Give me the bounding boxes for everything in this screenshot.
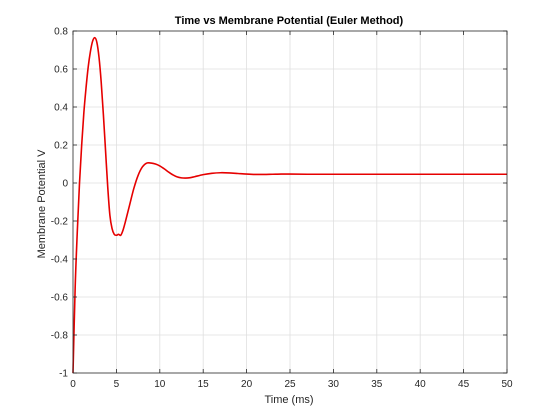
y-tick-label: -0.2 bbox=[51, 217, 69, 228]
y-tick-label: 0.4 bbox=[54, 103, 68, 114]
x-tick-label: 0 bbox=[70, 379, 76, 390]
x-tick-label: 40 bbox=[415, 379, 427, 390]
x-tick-label: 10 bbox=[154, 379, 166, 390]
plot-area: 0 5 10 15 20 25 30 35 40 45 50 -1 -0.8 -0.6 -0.4 -0.2 0 0… bbox=[51, 27, 513, 391]
chart-title: Time vs Membrane Potential (Euler Method… bbox=[175, 15, 404, 27]
x-tick-label: 15 bbox=[198, 379, 210, 390]
x-axis-label: Time (ms) bbox=[264, 394, 313, 406]
x-tick-label: 5 bbox=[114, 379, 120, 390]
y-tick-label: 0.8 bbox=[54, 27, 68, 38]
y-axis-label: Membrane Potential V bbox=[36, 149, 48, 258]
ticks: 0 5 10 15 20 25 30 35 40 45 50 -1 -0.8 -0.6 -0.4 -0.2 0 0… bbox=[51, 27, 513, 391]
x-tick-label: 25 bbox=[284, 379, 296, 390]
y-tick-label: 0 bbox=[62, 179, 68, 190]
x-tick-label: 50 bbox=[501, 379, 513, 390]
x-tick-label: 35 bbox=[371, 379, 383, 390]
y-tick-label: -1 bbox=[59, 369, 68, 380]
y-tick-label: 0.6 bbox=[54, 65, 68, 76]
x-tick-label: 45 bbox=[458, 379, 470, 390]
x-tick-label: 30 bbox=[328, 379, 340, 390]
y-tick-label: 0.2 bbox=[54, 141, 68, 152]
y-tick-label: -0.8 bbox=[51, 331, 69, 342]
series-group bbox=[72, 36, 507, 374]
y-tick-label: -0.6 bbox=[51, 293, 69, 304]
series-line bbox=[72, 36, 507, 374]
y-tick-label: -0.4 bbox=[51, 255, 69, 266]
x-tick-label: 20 bbox=[241, 379, 253, 390]
grid-lines bbox=[73, 31, 507, 373]
